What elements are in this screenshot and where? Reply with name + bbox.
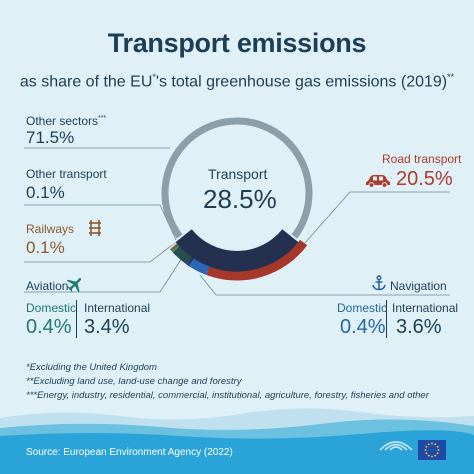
footnote-3: ***Energy, industry, residential, commer… bbox=[26, 390, 429, 401]
navigation-domestic-value: 0.4% bbox=[340, 316, 386, 338]
eu-star bbox=[436, 445, 439, 448]
eu-flag-icon bbox=[418, 440, 446, 460]
airplane-icon bbox=[66, 278, 82, 293]
navigation-label: Navigation bbox=[390, 279, 447, 293]
footnote-1: *Excluding the United Kingdom bbox=[26, 362, 157, 373]
railways-value: 0.1% bbox=[26, 238, 65, 257]
anchor-icon bbox=[372, 275, 386, 291]
road-transport-label: Road transport bbox=[382, 152, 462, 166]
railway-icon bbox=[89, 220, 101, 236]
aviation-domestic-value: 0.4% bbox=[26, 316, 72, 338]
source-text: Source: European Environment Agency (202… bbox=[26, 447, 233, 458]
inner-segment-aviation-international bbox=[172, 246, 193, 265]
center-label: Transport bbox=[208, 166, 268, 182]
road-transport-value: 20.5% bbox=[396, 168, 453, 190]
parliament-logo-icon bbox=[379, 441, 413, 451]
eu-star bbox=[427, 443, 430, 446]
other-sectors-label-text: Other sectors bbox=[26, 114, 99, 128]
leader-road bbox=[303, 191, 450, 245]
page-title: Transport emissions bbox=[107, 28, 367, 58]
eu-star bbox=[431, 442, 433, 445]
car-icon bbox=[366, 175, 390, 188]
outer-segment-other-sectors bbox=[161, 117, 313, 239]
footnote-2: **Excluding land use, land-use change an… bbox=[26, 376, 242, 387]
aviation-international-value: 3.4% bbox=[84, 316, 130, 338]
eu-star bbox=[434, 454, 437, 457]
eu-star bbox=[427, 454, 430, 457]
outer-segment-transport bbox=[173, 228, 301, 275]
navigation-international-value: 3.6% bbox=[396, 316, 442, 338]
eu-star bbox=[436, 452, 439, 455]
inner-segment-railways bbox=[170, 243, 179, 251]
other-transport-label: Other transport bbox=[26, 167, 107, 181]
leader-navigation bbox=[199, 274, 450, 296]
eu-star bbox=[425, 452, 428, 455]
subtitle-sup-1: * bbox=[152, 72, 156, 82]
aviation-international-label: International bbox=[84, 301, 151, 315]
railways-label: Railways bbox=[26, 222, 75, 236]
aviation-divider bbox=[76, 300, 77, 338]
eu-star bbox=[424, 449, 427, 451]
outer-ring bbox=[161, 117, 313, 275]
eu-star bbox=[425, 445, 428, 448]
other-sectors-sup: *** bbox=[98, 115, 107, 122]
subtitle-sup-2: ** bbox=[447, 72, 455, 82]
eu-star bbox=[434, 443, 437, 446]
aviation-label: Aviation bbox=[26, 279, 69, 293]
subtitle-text-1: as share of the EU bbox=[19, 73, 153, 91]
page-subtitle: as share of the EU*'s total greenhouse g… bbox=[0, 72, 474, 91]
inner-segment-navigation-domestic bbox=[187, 257, 194, 267]
wave-decoration bbox=[0, 408, 474, 474]
other-sectors-value: 71.5% bbox=[26, 128, 75, 147]
subtitle-text-2: 's total greenhouse gas emissions (2019) bbox=[155, 73, 448, 91]
leader-aviation bbox=[24, 257, 183, 293]
inner-segment-road-transport bbox=[206, 239, 308, 281]
other-sectors-label: Other sectors*** bbox=[26, 114, 106, 128]
other-transport-value: 0.1% bbox=[26, 183, 65, 202]
inner-ring bbox=[168, 239, 308, 281]
inner-segment-aviation-domestic bbox=[171, 245, 180, 253]
aviation-domestic-label: Domestic bbox=[26, 301, 77, 315]
inner-segment-other-transport bbox=[168, 242, 177, 250]
navigation-divider bbox=[386, 300, 387, 338]
navigation-domestic-label: Domestic bbox=[337, 301, 388, 315]
eu-star bbox=[431, 455, 433, 458]
leader-railways bbox=[24, 244, 173, 263]
center-value: 28.5% bbox=[203, 184, 277, 214]
inner-segment-navigation-international bbox=[188, 258, 210, 276]
eu-star bbox=[437, 449, 440, 451]
navigation-international-label: International bbox=[392, 301, 459, 315]
